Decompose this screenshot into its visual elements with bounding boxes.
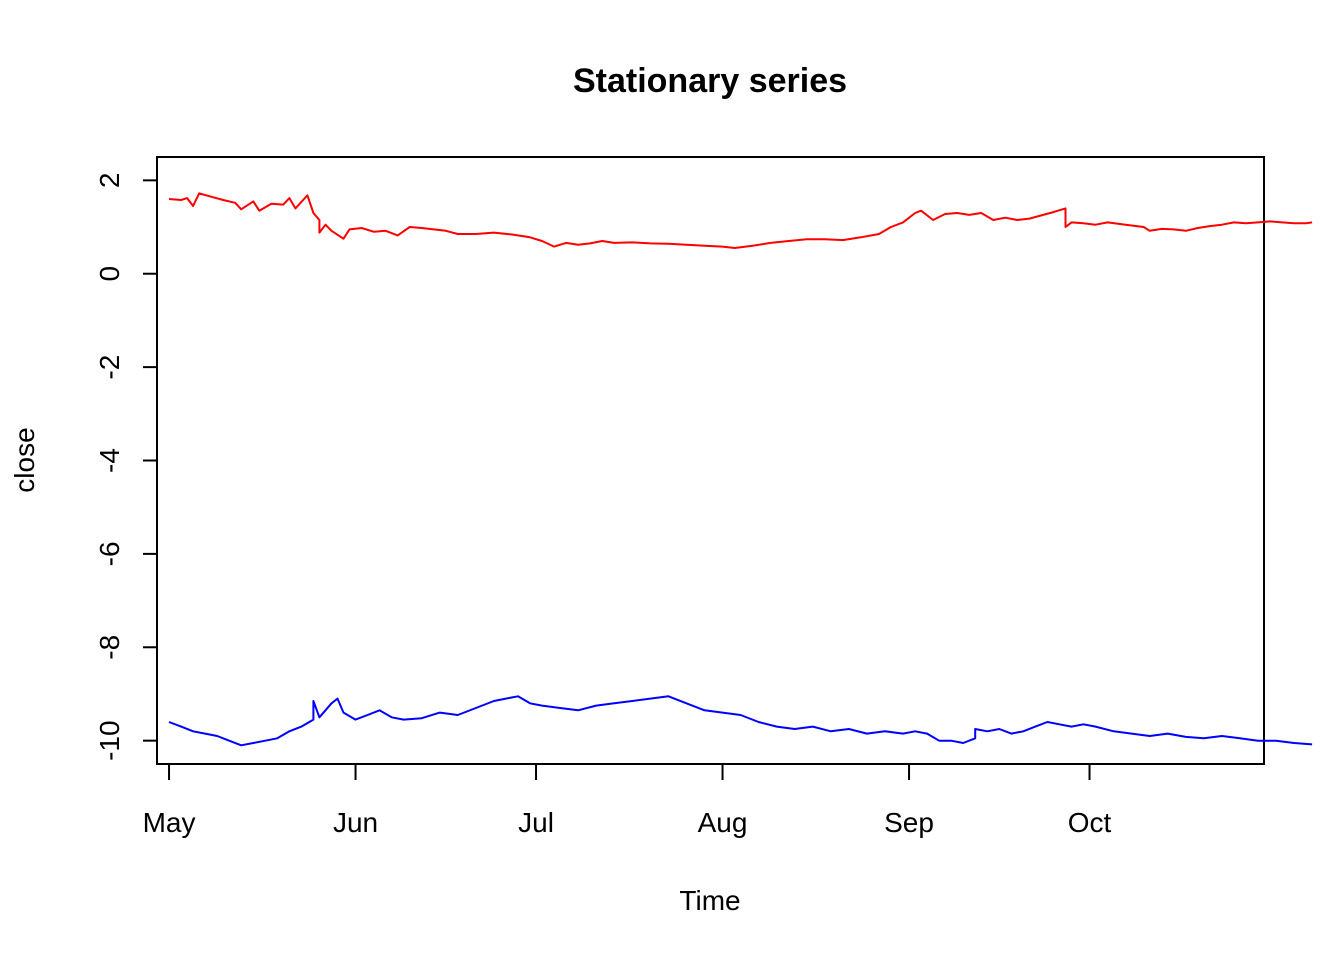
y-tick-label: -2 — [94, 355, 125, 380]
x-axis-label: Time — [679, 885, 740, 916]
y-tick-label: -8 — [94, 635, 125, 660]
series-layer — [168, 192, 1313, 747]
y-tick-label: -10 — [94, 720, 125, 760]
x-tick-label: Sep — [884, 807, 934, 838]
x-axis: May Jun Jul Aug Sep Oct — [143, 763, 1112, 838]
x-tick-label: May — [143, 807, 196, 838]
x-tick-label: Jul — [518, 807, 554, 838]
y-axis: -10 -8 -6 -4 -2 0 2 — [94, 173, 157, 761]
y-tick-label: 0 — [94, 266, 125, 282]
series-line-1 — [168, 192, 1313, 249]
x-tick-label: Jun — [333, 807, 378, 838]
y-tick-label: -4 — [94, 448, 125, 473]
plot-frame — [156, 156, 1265, 765]
x-tick-label: Oct — [1068, 807, 1112, 838]
chart-title: Stationary series — [573, 62, 847, 100]
series-line-2 — [168, 695, 1313, 747]
x-tick-label: Aug — [698, 807, 748, 838]
y-tick-label: -6 — [94, 541, 125, 566]
y-axis-label: close — [9, 427, 40, 492]
y-tick-label: 2 — [94, 173, 125, 189]
